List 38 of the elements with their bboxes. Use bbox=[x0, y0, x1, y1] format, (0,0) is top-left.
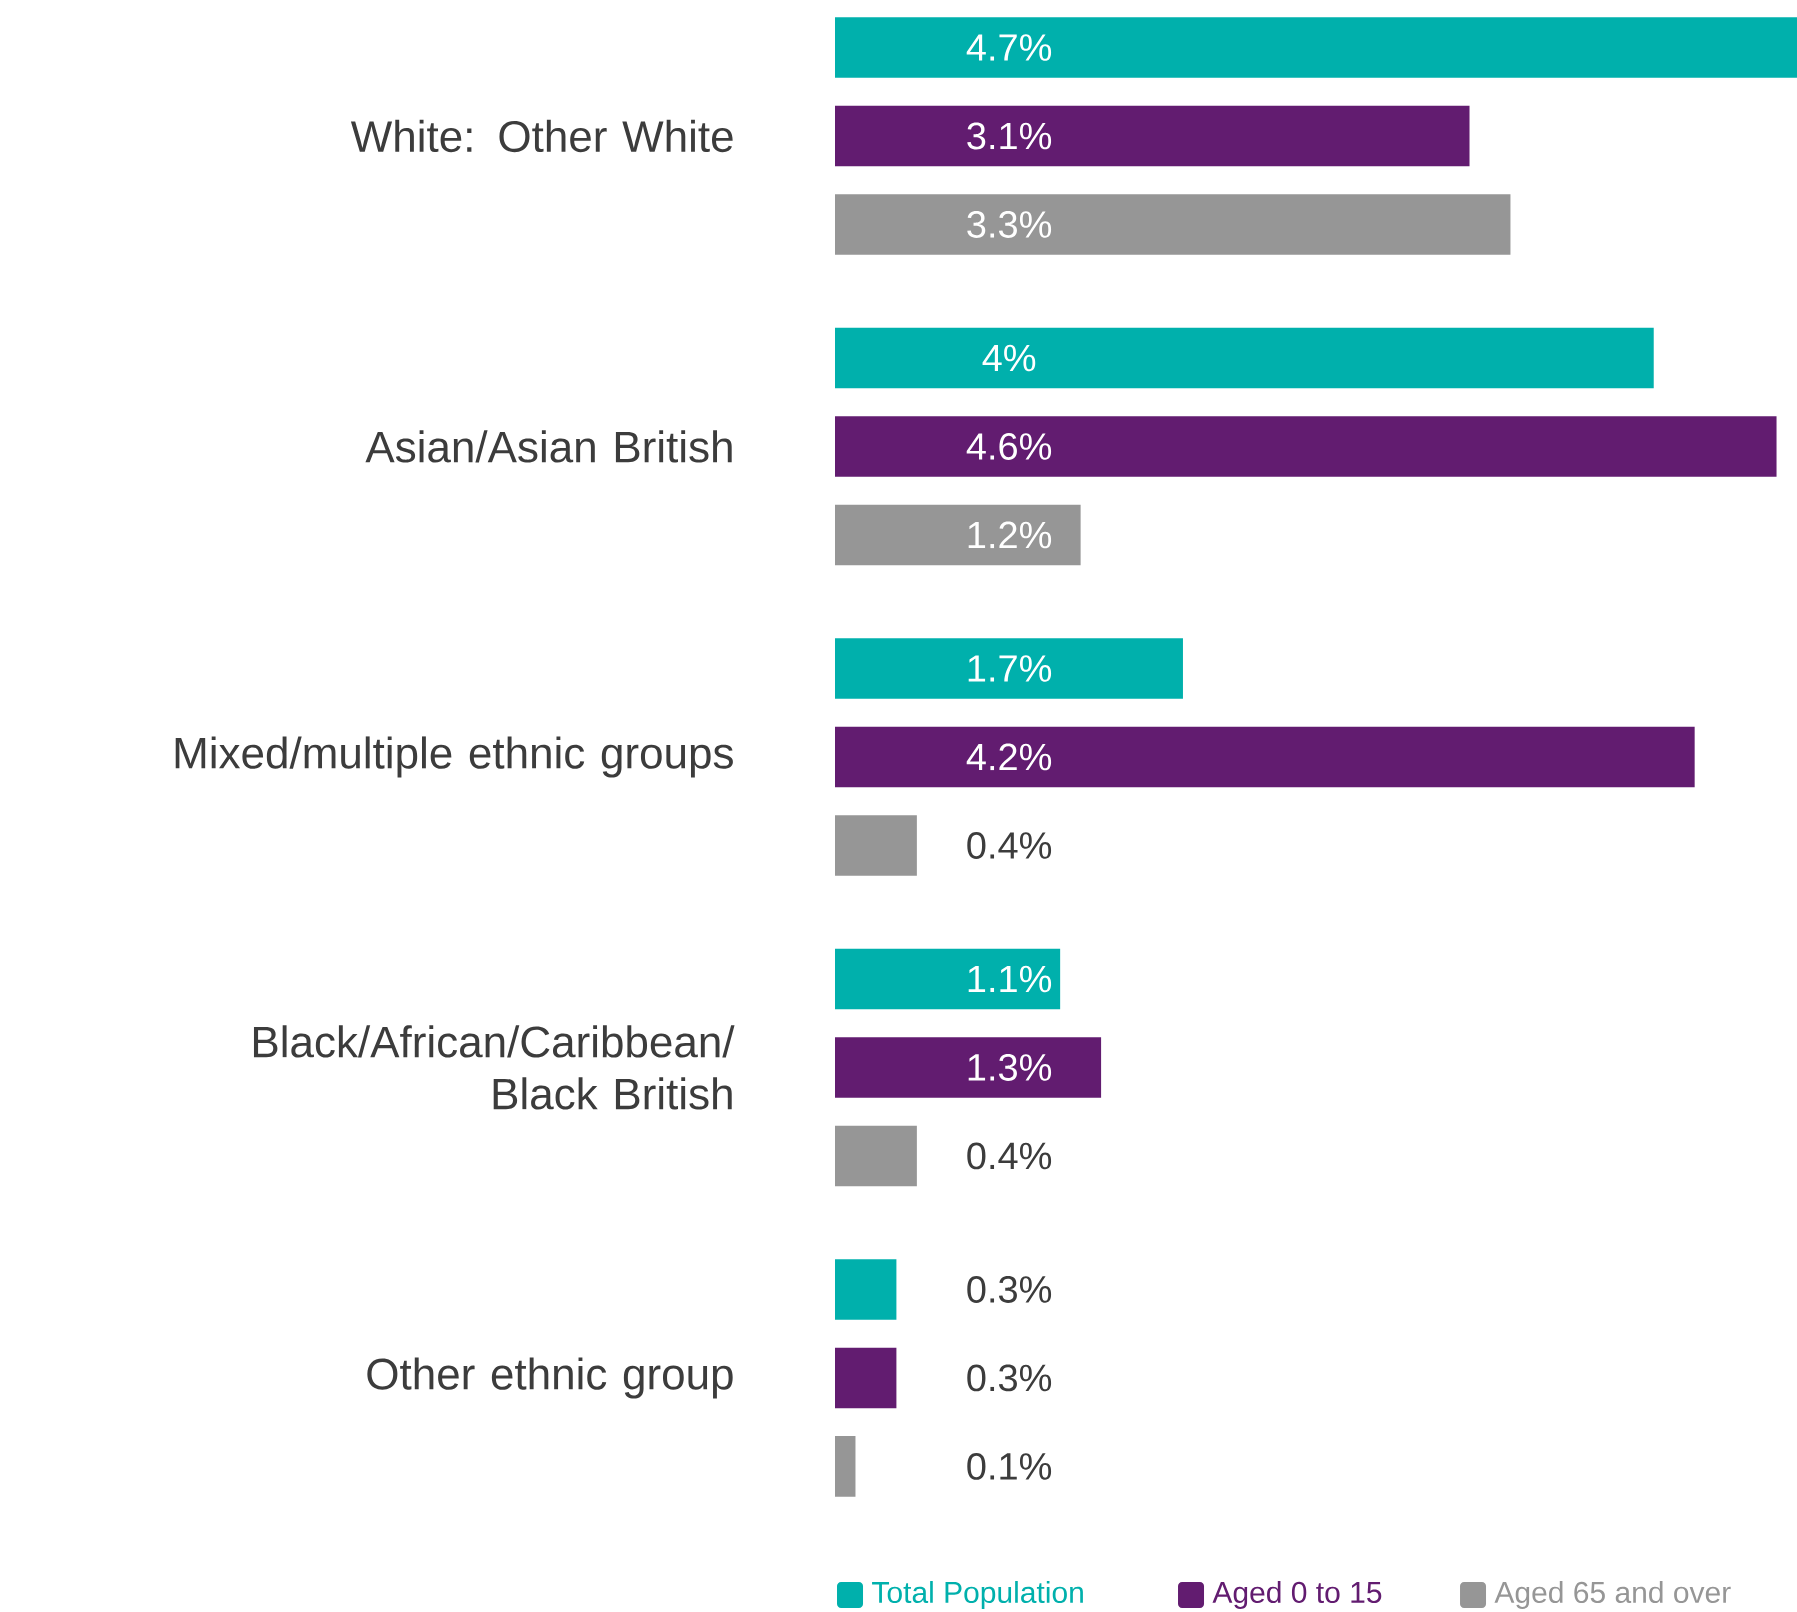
bar bbox=[835, 1436, 856, 1497]
data-label: 0.3% bbox=[967, 1364, 1052, 1392]
bar bbox=[835, 1125, 917, 1187]
bar bbox=[835, 726, 1695, 788]
y-tick-label: Other ethnic group bbox=[367, 1357, 733, 1399]
bar bbox=[835, 638, 1183, 699]
bar bbox=[835, 416, 1777, 477]
data-label: 1.2% bbox=[968, 521, 1052, 549]
legend-label: Aged 0 to 15 bbox=[1212, 1581, 1382, 1609]
data-label: 0.1% bbox=[967, 1452, 1052, 1480]
data-label: 0.4% bbox=[967, 831, 1052, 859]
legend-label: Aged 65 and over bbox=[1494, 1581, 1731, 1609]
bar bbox=[835, 1259, 897, 1320]
data-label: 0.3% bbox=[967, 1275, 1052, 1303]
data-label: 4.2% bbox=[966, 743, 1052, 771]
data-label: 3.1% bbox=[967, 122, 1052, 150]
bar bbox=[835, 1037, 1102, 1098]
data-label: 4.7% bbox=[966, 34, 1052, 61]
data-label: 4% bbox=[982, 344, 1036, 372]
data-label: 1.3% bbox=[968, 1053, 1052, 1081]
y-tick-label: White: Other White bbox=[350, 119, 733, 153]
data-label: 4.6% bbox=[966, 432, 1052, 460]
bar bbox=[835, 815, 917, 876]
y-tick-label: Black/African/Caribbean/ Black British bbox=[253, 1025, 735, 1110]
bar bbox=[835, 327, 1654, 389]
y-tick-label: Asian/Asian British bbox=[365, 430, 732, 463]
bar bbox=[835, 948, 1061, 1010]
data-label: 0.4% bbox=[967, 1142, 1052, 1170]
data-label: 1.1% bbox=[968, 965, 1052, 993]
bar bbox=[835, 17, 1797, 78]
bar bbox=[835, 194, 1511, 255]
bar bbox=[835, 105, 1470, 167]
y-tick-label: Mixed/multiple ethnic groups bbox=[175, 736, 733, 778]
data-label: 3.3% bbox=[967, 211, 1052, 238]
legend-label: Total Population bbox=[872, 1581, 1083, 1609]
bar bbox=[835, 504, 1081, 566]
data-label: 1.7% bbox=[968, 655, 1052, 682]
bar bbox=[835, 1347, 897, 1409]
